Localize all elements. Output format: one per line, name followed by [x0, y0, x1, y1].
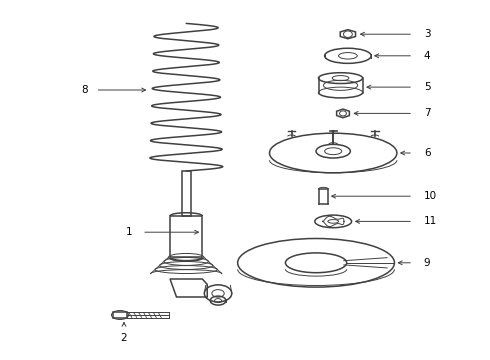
Text: 1: 1 — [125, 227, 132, 237]
Text: 6: 6 — [424, 148, 431, 158]
Text: 3: 3 — [424, 29, 431, 39]
Text: 8: 8 — [81, 85, 88, 95]
Text: 4: 4 — [424, 51, 431, 61]
Text: 2: 2 — [121, 333, 127, 343]
Text: 11: 11 — [424, 216, 437, 226]
Text: 5: 5 — [424, 82, 431, 92]
Text: 7: 7 — [424, 108, 431, 118]
Text: 9: 9 — [424, 258, 431, 268]
Text: 10: 10 — [424, 191, 437, 201]
